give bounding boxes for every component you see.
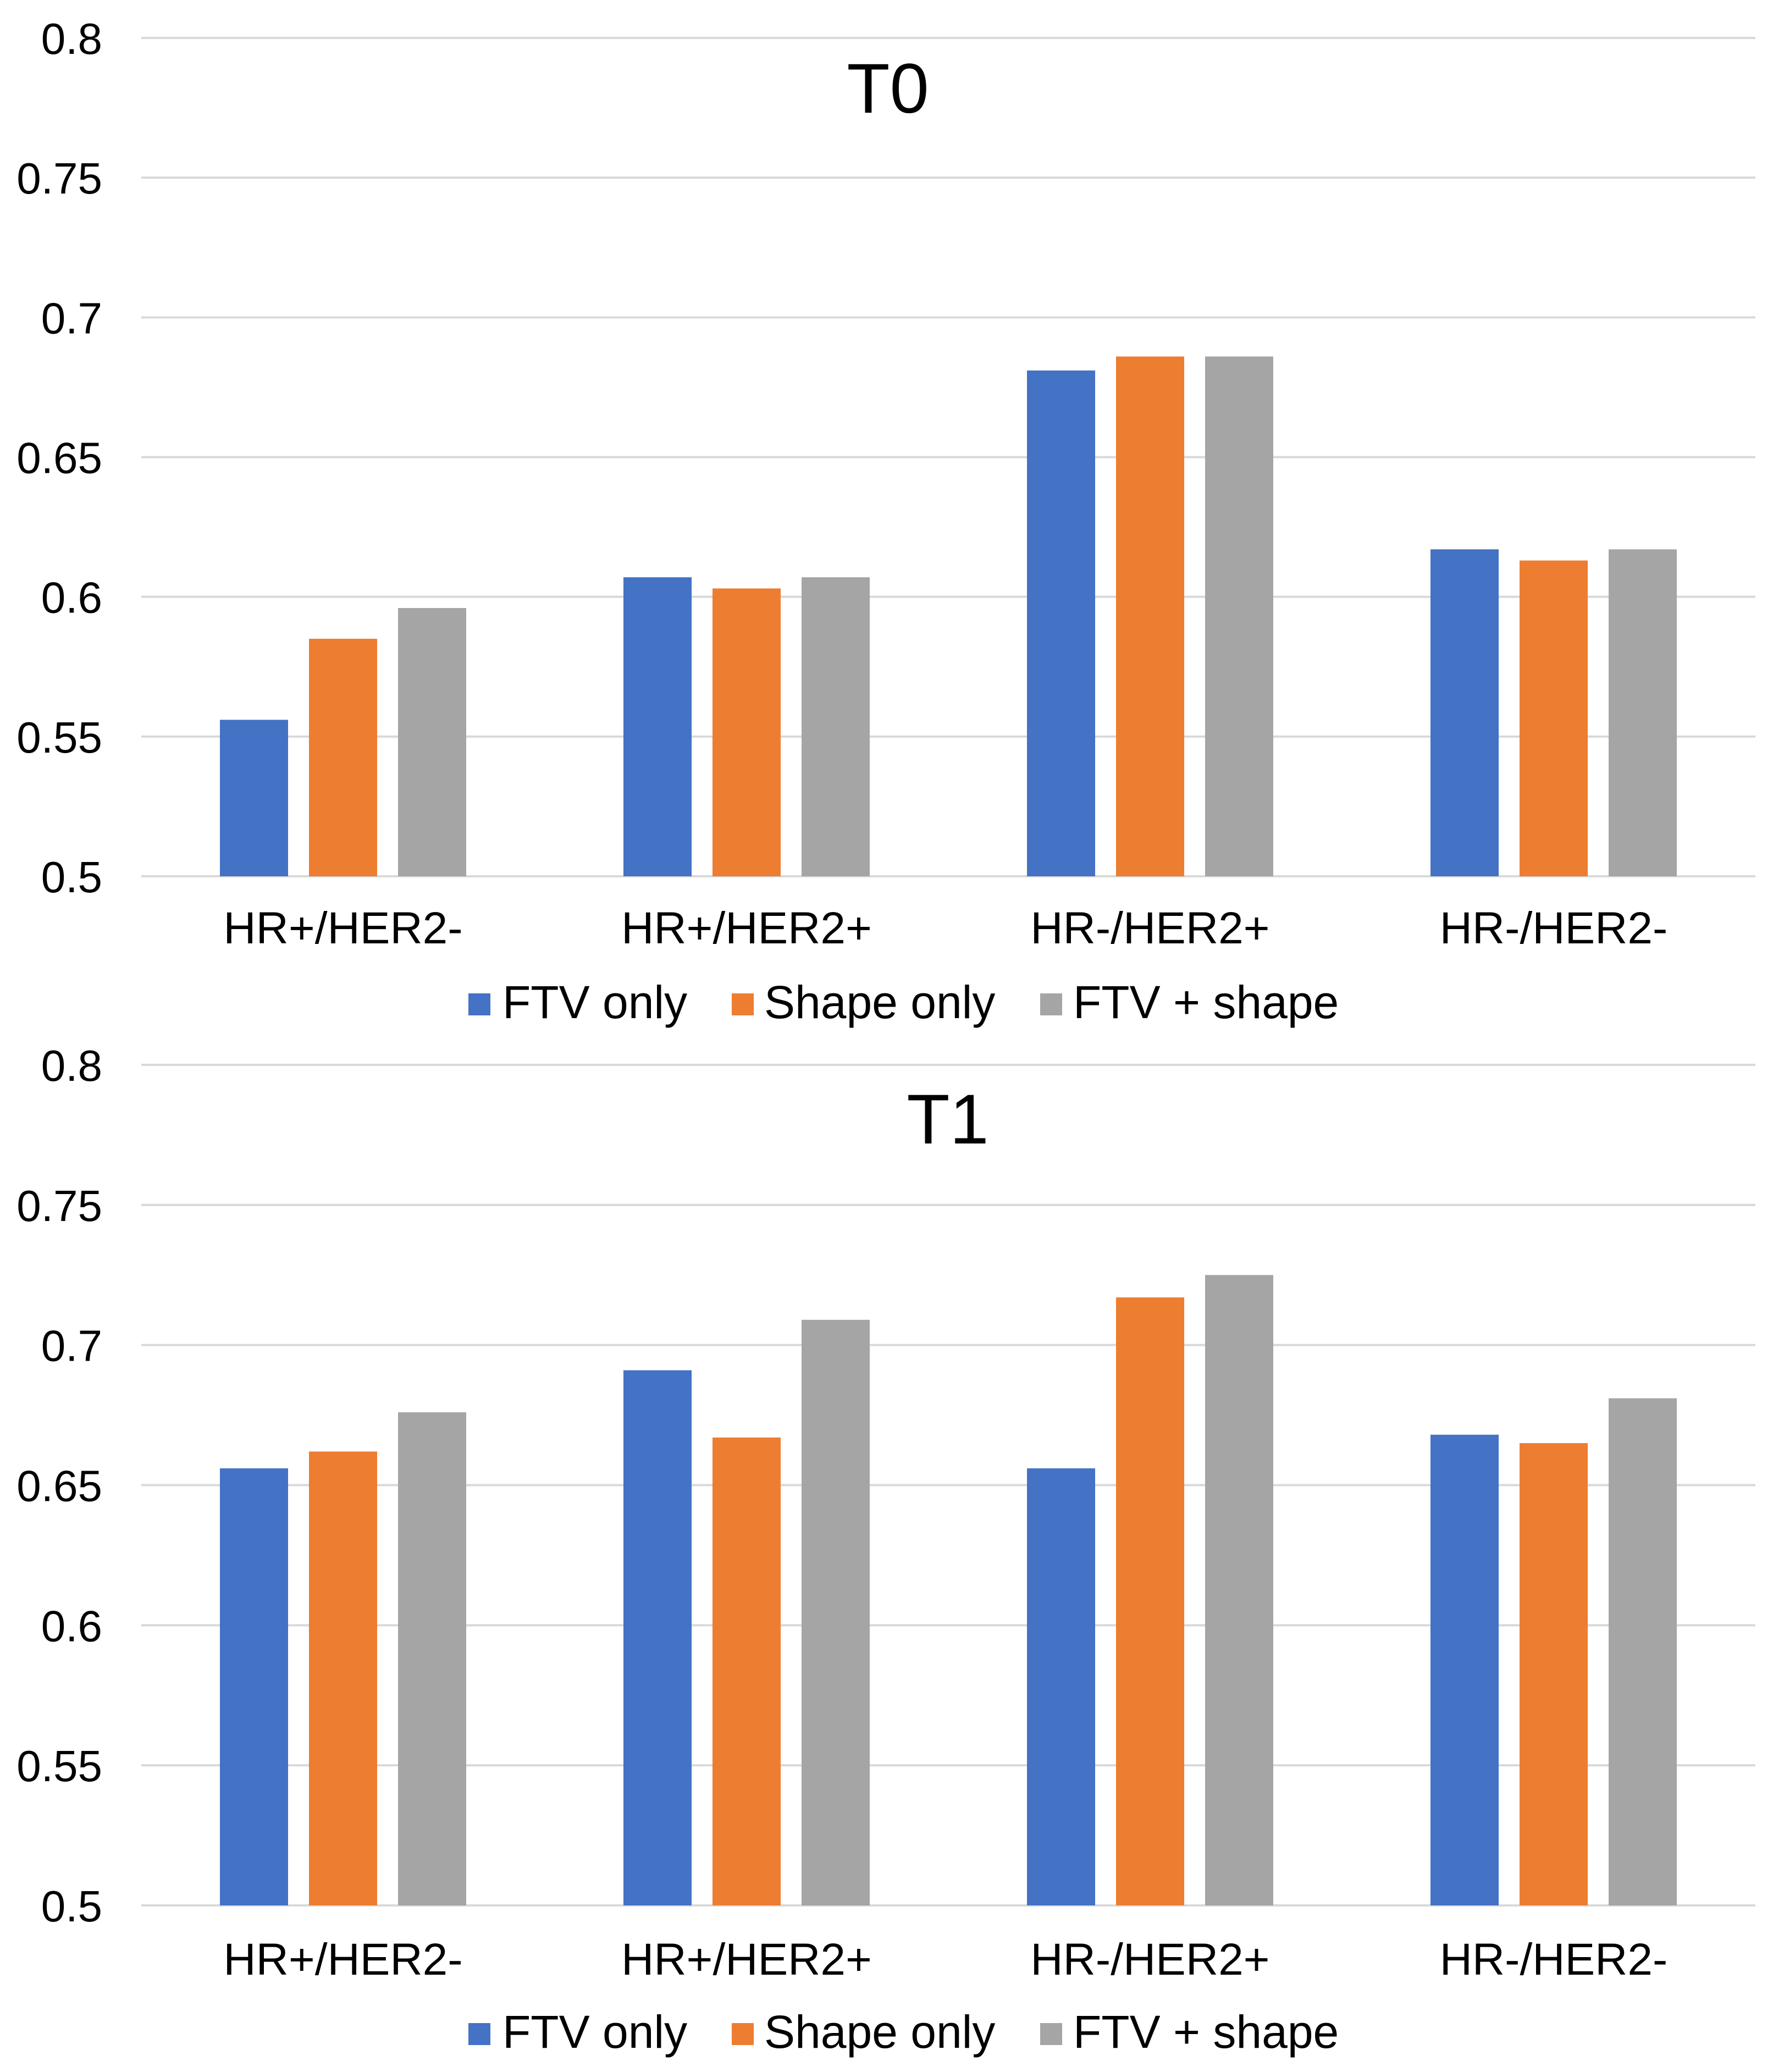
y-tick-label: 0.6 [41,1601,102,1650]
legend-label: Shape only [764,976,995,1028]
bar-ftv-only-3 [1430,1434,1499,1905]
bar-ftv-shape-2 [1205,1275,1273,1905]
legend-label: FTV + shape [1073,2006,1339,2058]
bar-ftv-shape-0 [398,1412,466,1905]
bar-ftv-shape-1 [802,1319,870,1905]
x-tick-label: HR+/HER2- [223,903,462,953]
chart-title: T0 [847,49,929,128]
bar-ftv-only-2 [1027,370,1095,876]
y-tick-label: 0.5 [41,1882,102,1931]
y-tick-label: 0.65 [16,1462,102,1511]
bar-ftv-shape-2 [1205,356,1273,876]
y-tick-label: 0.5 [41,853,102,902]
legend: FTV only Shape only FTV + shape [468,976,1339,1028]
legend-label: FTV only [502,976,687,1028]
bar-ftv-shape-3 [1609,1398,1677,1905]
legend-swatch [468,993,490,1015]
legend-label: FTV + shape [1073,976,1339,1028]
bar-ftv-only-0 [220,720,288,876]
legend-item: FTV only [468,976,687,1028]
legend-item: FTV + shape [1040,2006,1339,2058]
y-tick-label: 0.6 [41,573,102,622]
bar-shape-only-1 [712,588,781,876]
bar-ftv-only-1 [623,1370,692,1905]
bar-shape-only-0 [309,1451,377,1905]
legend-swatch [1040,993,1062,1015]
y-tick-label: 0.7 [41,294,102,342]
legend-swatch [732,2023,754,2045]
bar-ftv-shape-0 [398,608,466,876]
bar-shape-only-2 [1116,1297,1184,1905]
x-tick-label: HR+/HER2+ [621,903,872,953]
bar-ftv-only-3 [1430,549,1499,876]
legend-swatch [1040,2023,1062,2045]
bar-shape-only-0 [309,638,377,876]
chart-title: T1 [907,1080,988,1159]
legend-item: FTV only [468,2006,687,2058]
legend-item: Shape only [732,976,995,1028]
chart-panel-t1: 0.5 0.55 0.6 0.65 0.7 0.75 0.8 T1 HR+/HER2- HR+/H… [16,1041,1755,2058]
legend-label: FTV only [502,2006,687,2058]
y-tick-label: 0.8 [41,14,102,63]
y-tick-label: 0.75 [16,1181,102,1230]
bar-shape-only-2 [1116,356,1184,876]
x-tick-label: HR+/HER2+ [621,1935,872,1985]
legend-item: Shape only [732,2006,995,2058]
x-tick-label: HR-/HER2+ [1030,1935,1269,1985]
y-tick-label: 0.55 [16,1742,102,1791]
bar-ftv-only-1 [623,577,692,876]
legend: FTV only Shape only FTV + shape [468,2006,1339,2058]
legend-label: Shape only [764,2006,995,2058]
bar-shape-only-3 [1520,1443,1588,1905]
legend-swatch [468,2023,490,2045]
y-tick-label: 0.55 [16,713,102,762]
chart-panel-t0: 0.5 0.55 0.6 0.65 0.7 0.75 0.8 T0 HR+/HER2- HR+/H… [16,14,1755,1028]
x-tick-label: HR-/HER2+ [1030,903,1269,953]
bar-shape-only-3 [1520,560,1588,876]
x-tick-label: HR-/HER2- [1440,903,1668,953]
x-tick-label: HR+/HER2- [223,1935,462,1985]
bar-ftv-only-0 [220,1468,288,1905]
y-tick-label: 0.7 [41,1322,102,1371]
x-tick-label: HR-/HER2- [1440,1935,1668,1985]
bar-shape-only-1 [712,1437,781,1905]
legend-item: FTV + shape [1040,976,1339,1028]
bar-ftv-shape-1 [802,577,870,876]
y-tick-label: 0.75 [16,154,102,203]
y-tick-label: 0.65 [16,434,102,483]
bar-ftv-shape-3 [1609,549,1677,876]
y-tick-label: 0.8 [41,1041,102,1090]
legend-swatch [732,993,754,1015]
bar-ftv-only-2 [1027,1468,1095,1905]
